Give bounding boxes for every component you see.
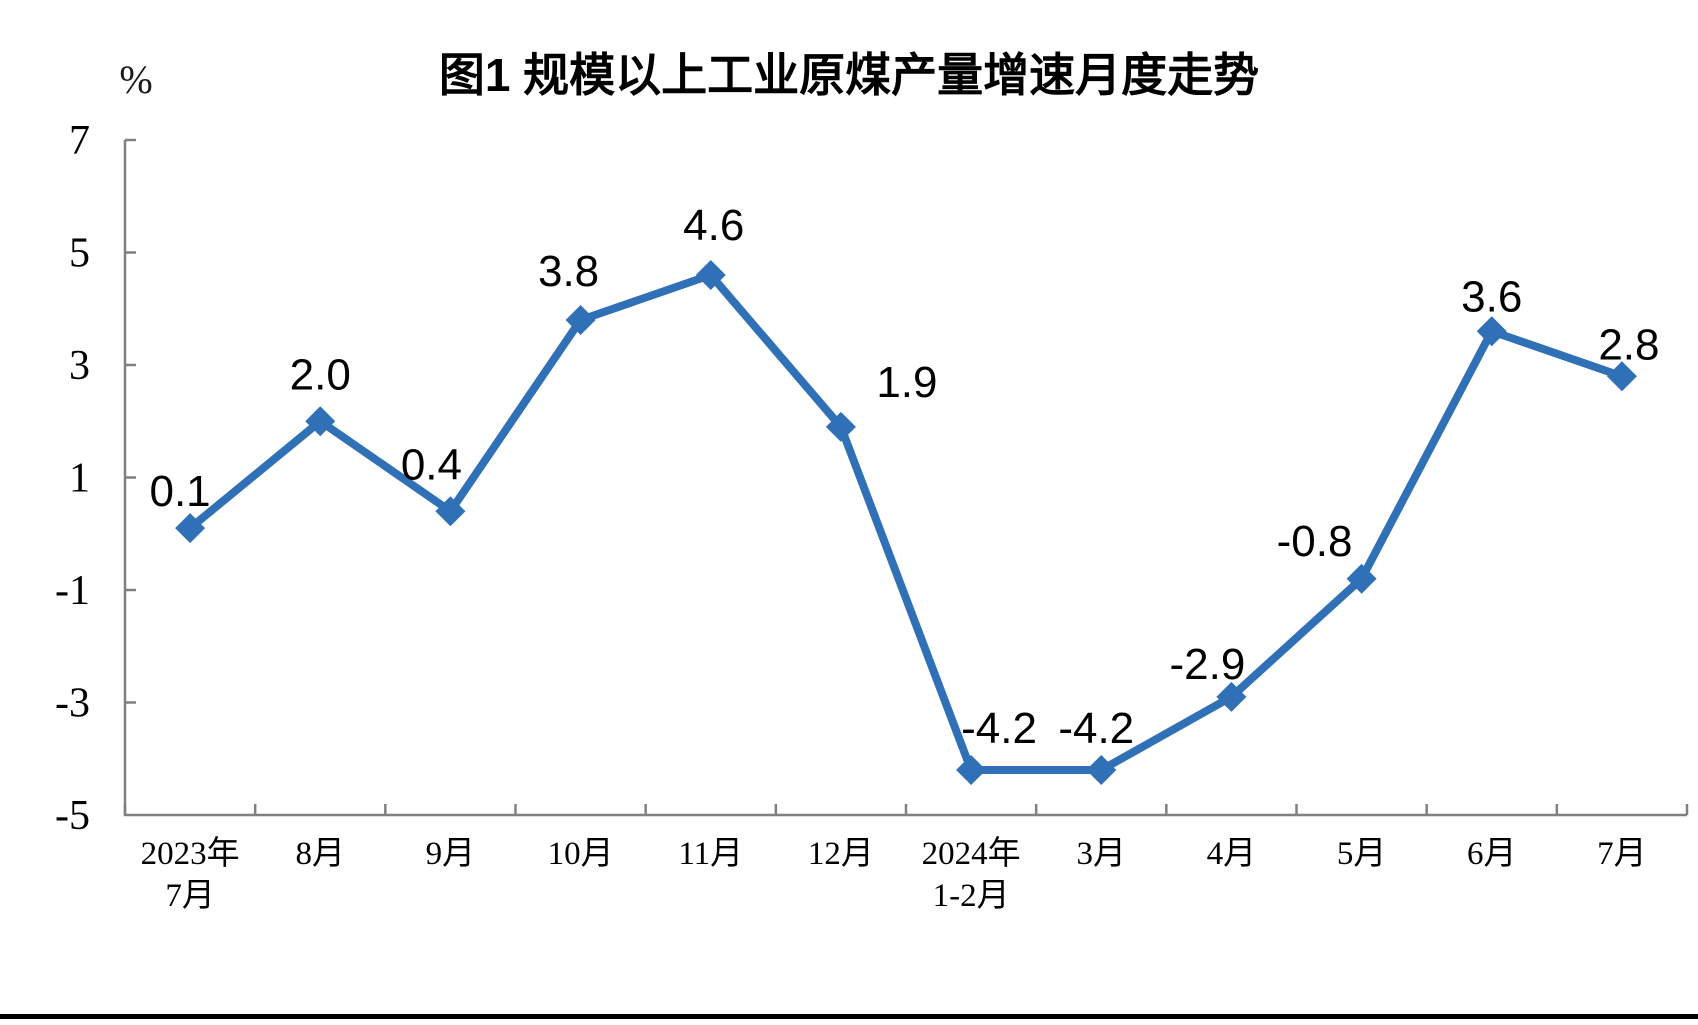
x-tick-label: 2024年: [922, 835, 1021, 872]
x-tick-label: 11月: [678, 836, 743, 872]
data-value-label: -4.2: [1058, 704, 1134, 753]
data-value-label: -2.9: [1170, 640, 1246, 689]
y-tick-label: 1: [69, 456, 90, 502]
y-tick-label: 7: [69, 118, 90, 164]
data-point-marker: [305, 406, 336, 437]
x-tick-label: 4月: [1207, 836, 1257, 872]
x-tick-label: 8月: [296, 836, 346, 872]
data-point-marker: [956, 755, 987, 785]
data-point-marker: [1086, 755, 1117, 785]
data-value-label: 4.6: [683, 201, 744, 250]
data-value-label: 3.6: [1461, 272, 1522, 321]
data-value-label: 3.8: [538, 247, 599, 296]
axis-lines: [123, 140, 1687, 817]
data-point-marker: [825, 411, 856, 442]
data-line: [187, 271, 1624, 774]
data-point-marker: [1346, 563, 1377, 594]
y-tick-label: -1: [55, 568, 90, 614]
y-axis-unit-label: %: [119, 57, 152, 102]
data-value-label: 1.9: [876, 358, 937, 407]
data-point-marker: [1606, 361, 1637, 392]
y-tick-label: 3: [69, 343, 90, 389]
x-tick-label: 2023年: [141, 835, 240, 872]
data-value-label: 2.8: [1598, 320, 1659, 369]
y-tick-label: -5: [55, 793, 90, 839]
data-point-marker: [1476, 316, 1507, 347]
data-point-marker: [565, 305, 596, 335]
data-point-marker: [175, 513, 206, 544]
x-tick-label: 7月: [1597, 836, 1647, 872]
data-point-marker: [695, 260, 726, 290]
data-value-label: -4.2: [961, 704, 1037, 753]
x-tick-label: 3月: [1077, 836, 1127, 872]
x-tick-label: 9月: [426, 836, 476, 872]
y-tick-label: 5: [69, 231, 90, 277]
x-tick-label: 5月: [1337, 836, 1387, 872]
x-tick-label: 7月: [165, 878, 215, 914]
x-tick-label: 12月: [808, 836, 874, 872]
data-point-marker: [1216, 681, 1247, 712]
data-value-label: 2.0: [290, 350, 351, 399]
x-tick-label: 10月: [548, 836, 614, 872]
x-tick-label: 6月: [1467, 836, 1517, 872]
data-point-marker: [435, 496, 466, 527]
data-value-label: -0.8: [1277, 517, 1353, 566]
y-tick-label: -3: [55, 681, 90, 727]
data-value-label: 0.1: [149, 467, 210, 516]
plot-area: 7 5 3 1 -1 -3 -5 2023年 7月 8月 9月 10月 11月 12月 2024年 1-2月 3…: [55, 118, 1689, 914]
data-value-label: 0.4: [401, 440, 462, 489]
x-tick-label: 1-2月: [933, 878, 1010, 914]
bottom-border: [0, 1014, 1698, 1019]
chart-title: 图1 规模以上工业原煤产量增速月度走势: [439, 49, 1259, 101]
